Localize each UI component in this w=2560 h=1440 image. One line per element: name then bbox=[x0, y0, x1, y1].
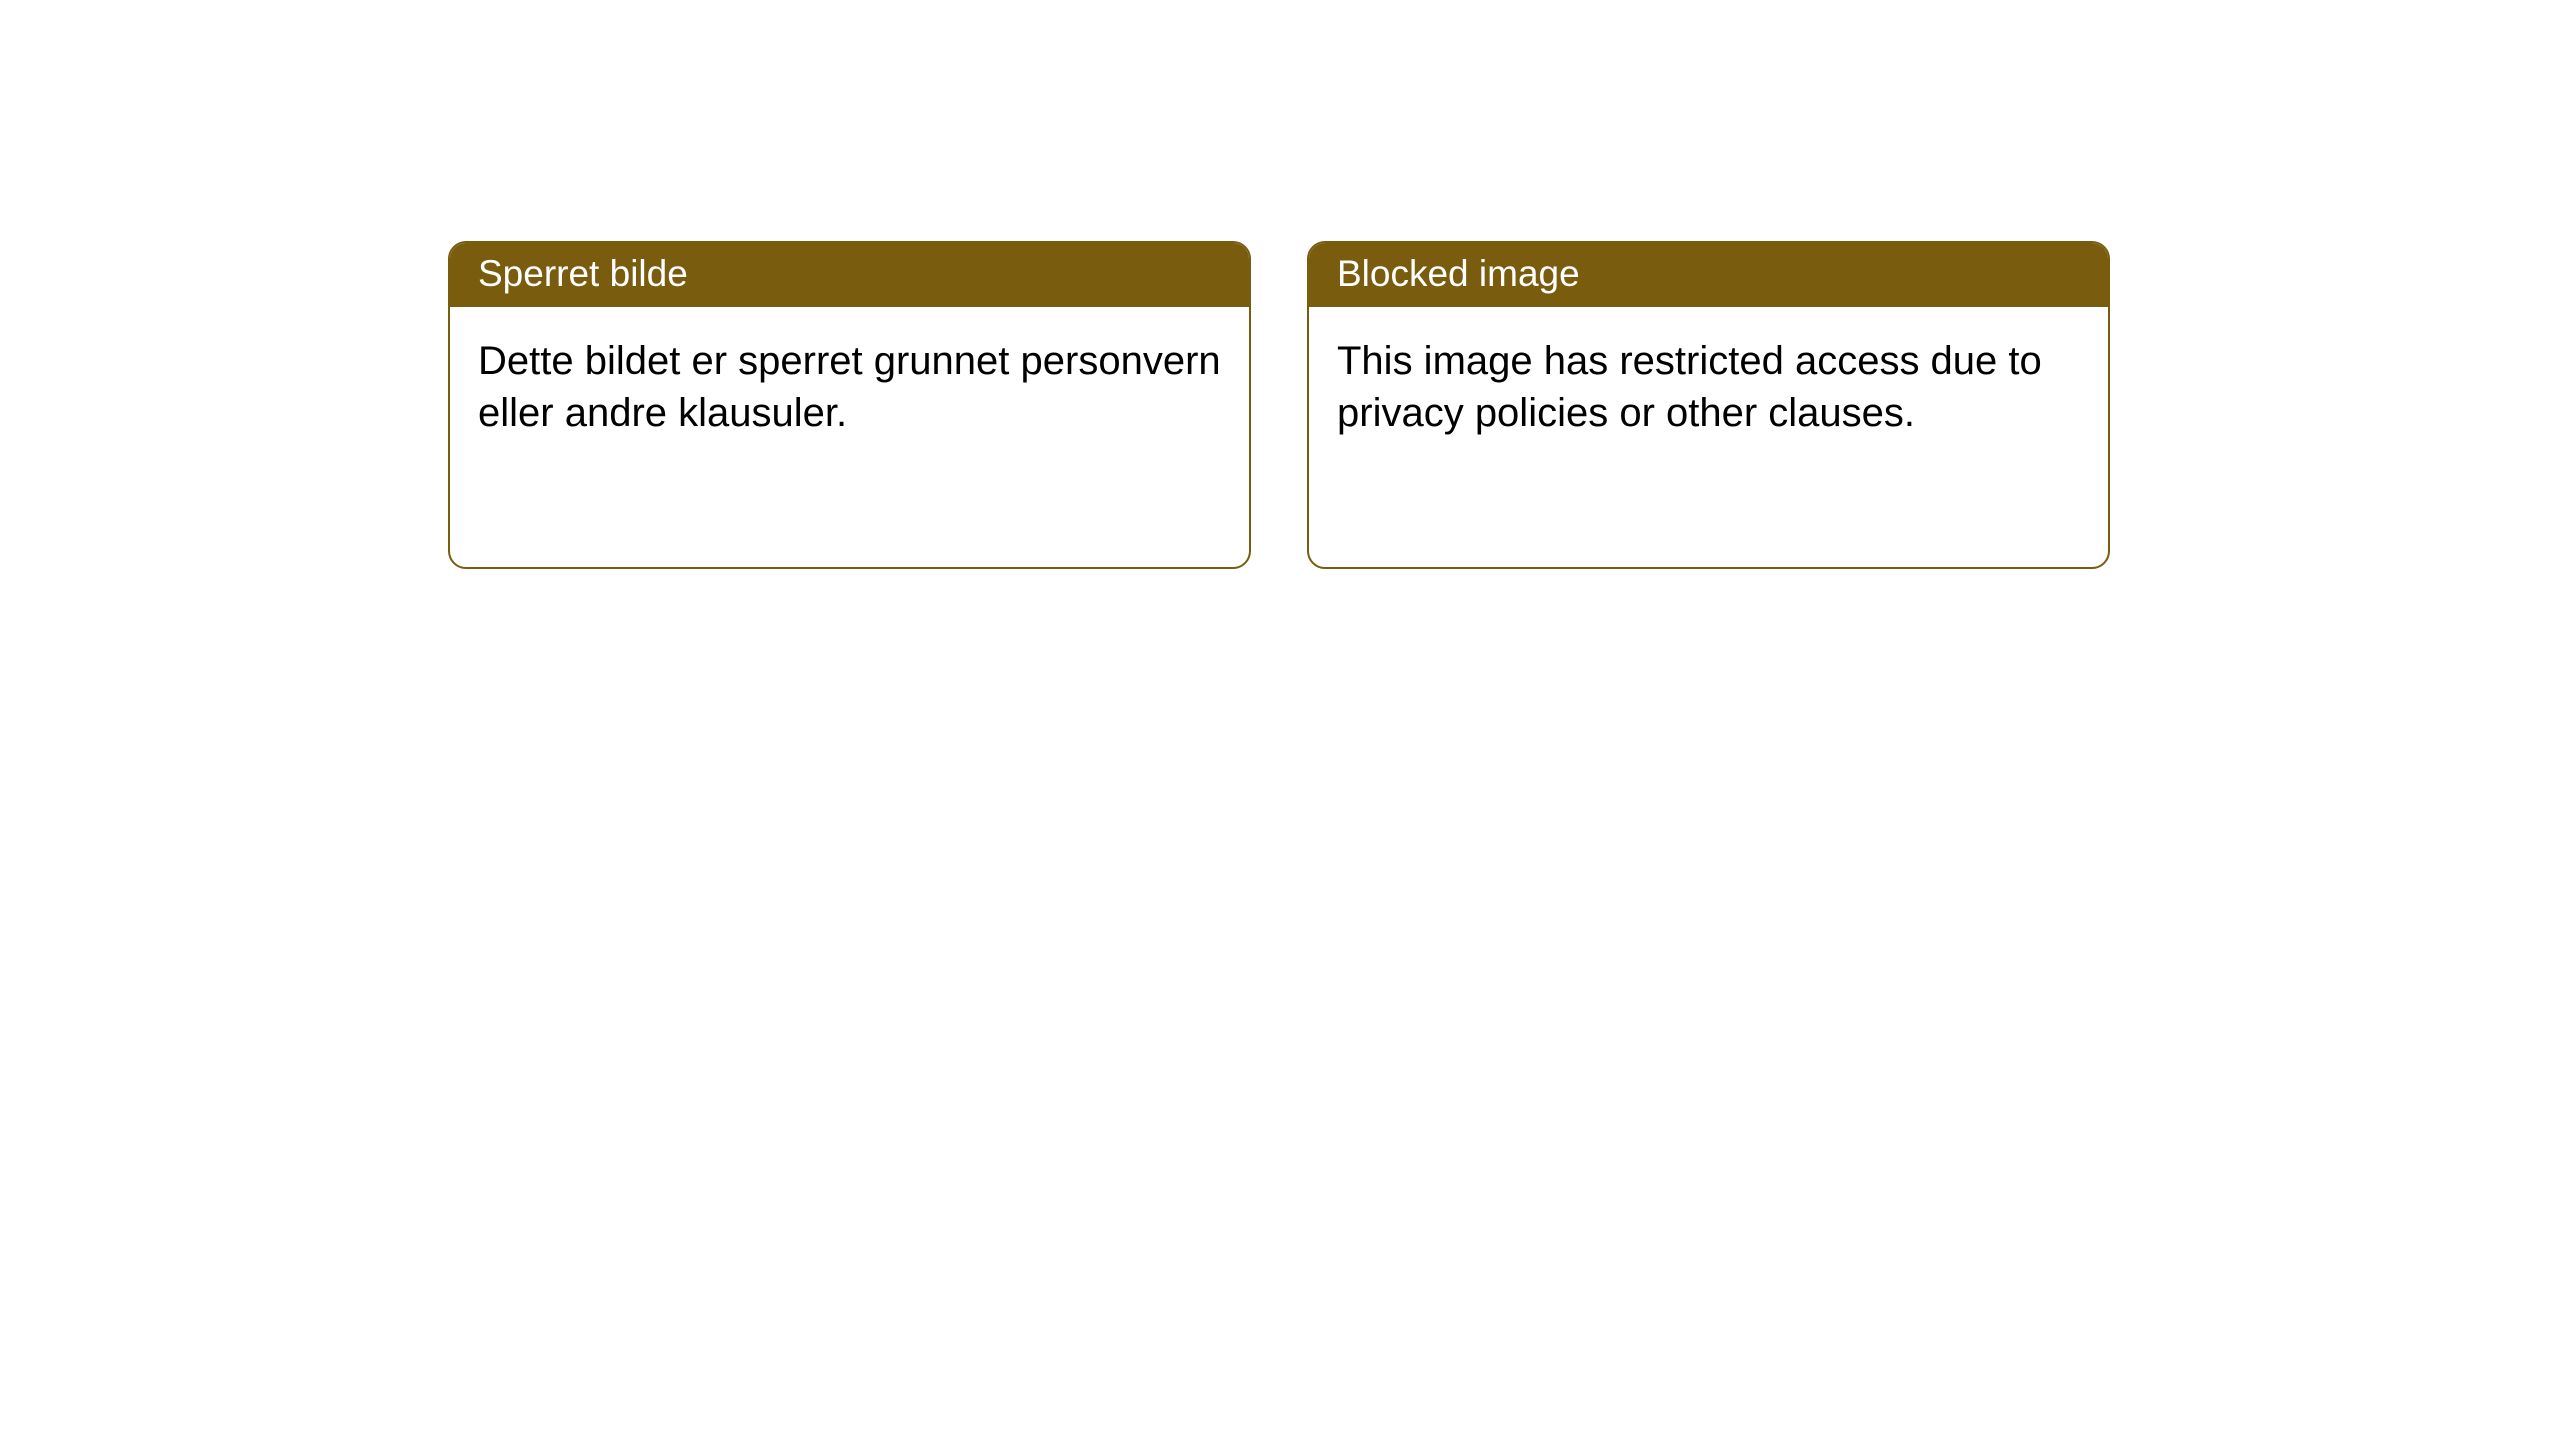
notice-body: This image has restricted access due to … bbox=[1309, 307, 2108, 567]
notice-body-text: This image has restricted access due to … bbox=[1337, 339, 2042, 435]
notice-header: Blocked image bbox=[1309, 243, 2108, 307]
notice-body-text: Dette bildet er sperret grunnet personve… bbox=[478, 339, 1221, 435]
notice-body: Dette bildet er sperret grunnet personve… bbox=[450, 307, 1249, 567]
notice-container: Sperret bilde Dette bildet er sperret gr… bbox=[448, 241, 2110, 569]
notice-header: Sperret bilde bbox=[450, 243, 1249, 307]
notice-card-norwegian: Sperret bilde Dette bildet er sperret gr… bbox=[448, 241, 1251, 569]
notice-card-english: Blocked image This image has restricted … bbox=[1307, 241, 2110, 569]
notice-title: Blocked image bbox=[1337, 253, 1580, 294]
notice-title: Sperret bilde bbox=[478, 253, 688, 294]
